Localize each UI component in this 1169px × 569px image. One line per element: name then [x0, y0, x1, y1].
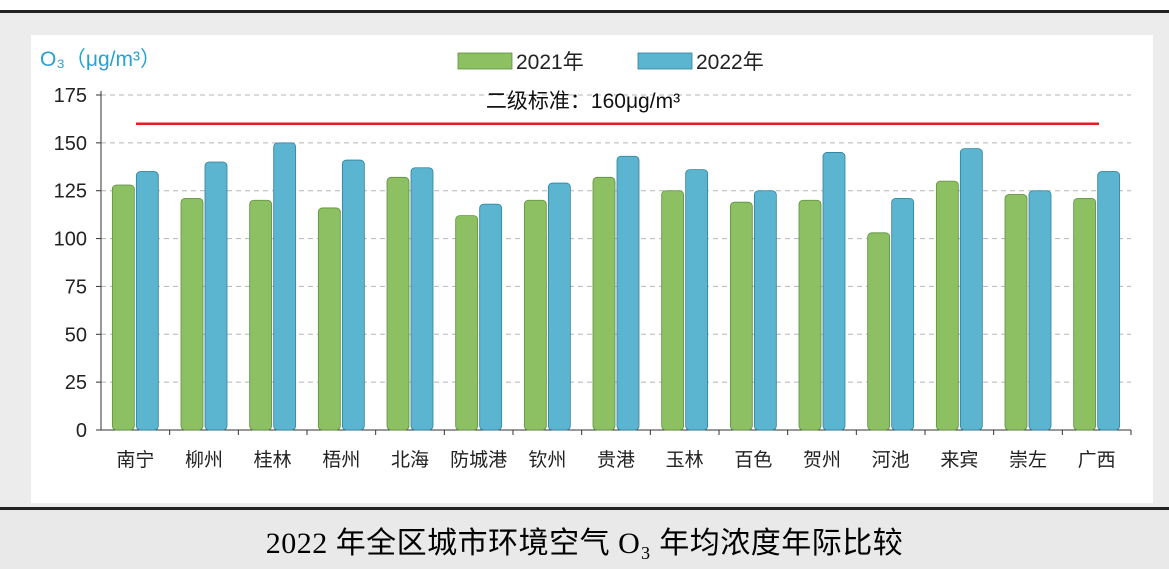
bar-2021 [592, 176, 616, 431]
x-tick-label: 防城港 [450, 449, 507, 471]
y-tick-label: 50 [65, 324, 87, 346]
bar-2021 [729, 201, 753, 431]
bar-2021 [249, 199, 273, 431]
y-tick-label: 175 [54, 85, 87, 107]
x-tick-label: 贺州 [803, 449, 841, 471]
legend-label-2021: 2021年 [516, 51, 584, 74]
y-tick-label: 125 [54, 181, 87, 203]
legend-label-2022: 2022年 [696, 51, 764, 74]
x-tick-label: 来宾 [940, 449, 978, 471]
bar-2022 [204, 161, 228, 431]
bar-2021 [661, 190, 685, 431]
bar-2022 [273, 142, 297, 431]
x-tick-label: 南宁 [116, 449, 154, 471]
bar-2022 [547, 182, 571, 431]
x-tick-label: 广西 [1078, 449, 1116, 471]
caption-rule [0, 507, 1169, 510]
bar-2022 [822, 152, 846, 431]
bar-2021 [798, 199, 822, 431]
bar-2022 [341, 159, 365, 431]
y-tick-label: 150 [54, 133, 87, 155]
bar-2021 [1004, 194, 1028, 431]
bar-2021 [1073, 197, 1097, 431]
o3-bar-chart: 0 25 50 75 100 125 150 175 O₃（μg/m³） 南宁 柳州 桂林 梧州 北海 防城… [40, 48, 1132, 471]
bar-2021 [455, 215, 479, 431]
bar-2021 [523, 199, 547, 431]
bar-2021 [111, 184, 135, 431]
bar-2022 [959, 148, 983, 431]
bar-2022 [1097, 171, 1121, 431]
y-tick-label: 75 [65, 276, 87, 298]
legend-swatch-2022 [637, 52, 693, 70]
bar-2022 [1028, 190, 1052, 431]
bar-2021 [180, 197, 204, 431]
y-tick-label: 100 [54, 229, 87, 251]
y-tick-label: 25 [65, 372, 87, 394]
bar-2022 [479, 203, 503, 431]
x-tick-label: 崇左 [1009, 449, 1047, 471]
standard-line-label: 二级标准：160μg/m³ [486, 90, 680, 113]
bar-2022 [410, 167, 434, 431]
bar-2022 [685, 169, 709, 431]
x-tick-label: 百色 [734, 449, 772, 471]
bar-2022 [135, 171, 159, 431]
x-tick-label: 河池 [872, 449, 910, 471]
caption-bar: 2022 年全区城市环境空气 O₃ 年均浓度年际比较 [0, 510, 1169, 569]
legend-swatch-2021 [457, 52, 513, 70]
x-tick-label: 桂林 [254, 449, 292, 471]
x-tick-label: 贵港 [597, 449, 635, 471]
bar-2022 [891, 197, 915, 431]
x-tick-label: 钦州 [528, 449, 566, 471]
figure-caption: 2022 年全区城市环境空气 O₃ 年均浓度年际比较 [265, 526, 904, 560]
bar-2022 [753, 190, 777, 431]
x-tick-label: 北海 [391, 449, 429, 471]
bar-2021 [317, 207, 341, 431]
x-tick-label: 柳州 [185, 449, 223, 471]
bar-2021 [386, 176, 410, 431]
bar-2022 [616, 155, 640, 431]
top-rule [0, 10, 1169, 13]
y-tick-label: 0 [76, 420, 87, 442]
x-tick-label: 玉林 [666, 449, 704, 471]
x-tick-label: 梧州 [322, 449, 360, 471]
y-axis-label: O₃（μg/m³） [40, 48, 161, 71]
bar-2021 [867, 232, 891, 431]
bar-2021 [935, 180, 959, 431]
